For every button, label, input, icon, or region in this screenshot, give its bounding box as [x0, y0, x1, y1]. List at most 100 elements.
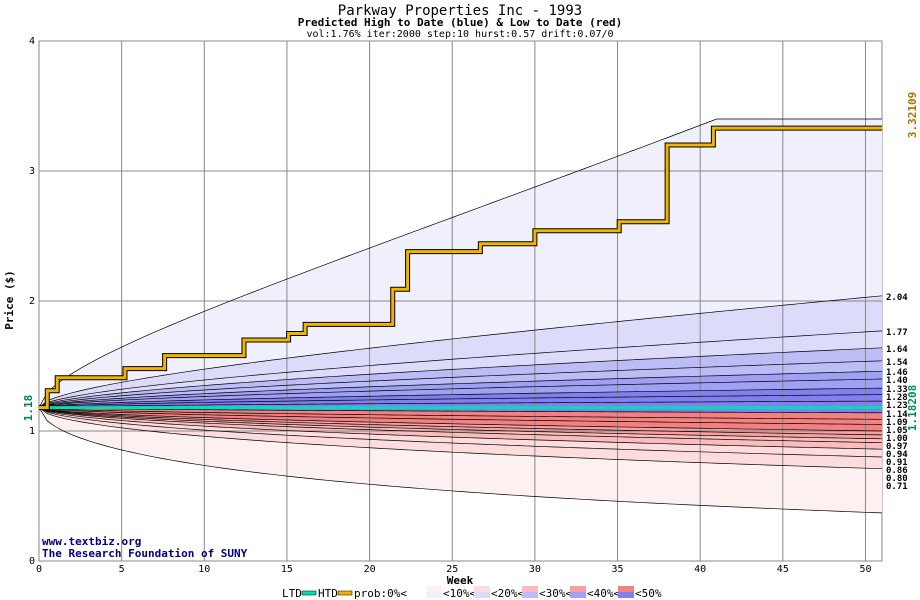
quantile-line — [38, 407, 883, 458]
quantile-label: 0.97 — [886, 442, 908, 452]
watermark-url: www.textbiz.org — [42, 535, 141, 548]
legend: LTD HTD prob:0%< <10%< <20%< <30%< <40%< <50… — [282, 586, 662, 600]
x-tick-label: 30 — [529, 564, 541, 575]
legend-htd: HTD — [318, 587, 338, 600]
legend-swatch-high — [618, 592, 634, 598]
quantile-label: 1.33 — [886, 385, 908, 395]
x-tick-label: 40 — [694, 564, 706, 575]
start-price-label: 1.18 — [22, 395, 35, 422]
quantile-line — [38, 118, 882, 408]
quantile-label: 0.94 — [886, 450, 908, 460]
legend-bin-label: <40%< — [587, 587, 620, 600]
quantile-line — [38, 400, 883, 408]
y-tick-label: 2 — [29, 296, 35, 307]
probability-band — [39, 330, 882, 408]
probability-band — [39, 295, 882, 408]
legend-ltd: LTD — [282, 587, 302, 600]
x-tick-label: 15 — [281, 564, 293, 575]
y-axis-label: Price ($) — [3, 270, 16, 330]
legend-swatch-high — [426, 592, 442, 598]
quantile-label: 1.46 — [886, 368, 908, 378]
legend-ltd-swatch — [301, 590, 317, 596]
quantile-line — [38, 330, 883, 408]
quantile-label: 1.28 — [886, 393, 908, 403]
quantile-line — [38, 360, 883, 408]
quantile-line — [38, 407, 883, 414]
probability-band — [39, 407, 882, 457]
x-tick-label: 50 — [859, 564, 871, 575]
quantile-line — [38, 347, 883, 408]
quantile-label: 0.86 — [886, 466, 908, 476]
watermark-org: The Research Foundation of SUNY — [42, 547, 248, 560]
x-tick-label: 25 — [446, 564, 458, 575]
quantile-line — [38, 394, 883, 408]
x-tick-label: 45 — [777, 564, 789, 575]
quantile-label: 1.54 — [886, 358, 908, 368]
probability-band — [39, 407, 882, 425]
chart-title: Parkway Properties Inc - 1993 — [338, 3, 582, 19]
quantile-line — [38, 407, 883, 450]
x-tick-label: 20 — [364, 564, 376, 575]
probability-band — [39, 407, 882, 420]
x-tick-label: 5 — [119, 564, 125, 575]
probability-band — [39, 379, 882, 408]
quantile-label: 1.14 — [886, 410, 908, 420]
legend-swatch-high — [474, 592, 490, 598]
quantile-label: 1.40 — [886, 376, 908, 386]
y-tick-label: 4 — [29, 36, 35, 47]
htd-line — [39, 126, 882, 410]
probability-band — [39, 407, 882, 443]
quantile-line — [38, 407, 883, 425]
x-axis-label: Week — [447, 574, 474, 587]
legend-swatch-high — [522, 592, 538, 598]
legend-swatch-low — [618, 586, 634, 592]
quantile-line — [38, 407, 883, 436]
quantile-line — [38, 407, 883, 444]
htd-final-label: 3.32109 — [906, 92, 919, 138]
quantile-label: 0.80 — [886, 474, 908, 484]
y-tick-label: 1 — [29, 426, 35, 437]
x-tick-label: 10 — [198, 564, 210, 575]
probability-band — [39, 371, 882, 408]
legend-swatch-high — [570, 592, 586, 598]
probability-band — [39, 407, 882, 450]
x-tick-label: 35 — [612, 564, 624, 575]
quantile-label: 1.64 — [886, 345, 908, 355]
quantile-line — [38, 295, 883, 408]
quantile-line — [38, 378, 883, 408]
probability-band — [39, 407, 882, 439]
probability-band — [39, 407, 882, 513]
quantile-label: 1.23 — [886, 401, 908, 411]
quantile-line — [38, 407, 883, 514]
x-tick-label: 0 — [36, 564, 42, 575]
probability-band — [39, 119, 882, 408]
y-tick-label: 0 — [29, 556, 35, 567]
quantile-label: 0.91 — [886, 458, 908, 468]
quantile-line — [38, 407, 883, 420]
legend-prob: prob:0%< — [354, 587, 407, 600]
quantile-line — [38, 370, 883, 408]
probability-band — [39, 407, 882, 431]
legend-swatch-low — [474, 586, 490, 592]
ltd-final-label: 1.18208 — [906, 385, 919, 431]
y-tick-label: 3 — [29, 166, 35, 177]
quantile-line — [38, 407, 883, 440]
legend-swatch-low — [570, 586, 586, 592]
legend-bin-label: <30%< — [539, 587, 572, 600]
quantile-line — [38, 407, 883, 470]
quantile-label: 2.04 — [886, 293, 908, 303]
probability-band — [39, 347, 882, 408]
quantile-line — [38, 387, 883, 408]
quantile-label: 0.71 — [886, 482, 908, 492]
legend-swatch-low — [426, 586, 442, 592]
legend-bin-label: <10%< — [443, 587, 476, 600]
legend-bin-label: <20%< — [491, 587, 524, 600]
legend-htd-swatch — [337, 590, 353, 596]
legend-swatch-low — [522, 586, 538, 592]
chart-params: vol:1.76% iter:2000 step:10 hurst:0.57 d… — [306, 29, 613, 40]
legend-bin-label: <50% — [635, 587, 662, 600]
probability-band — [39, 360, 882, 408]
quantile-label: 1.09 — [886, 418, 908, 428]
chart-subtitle: Predicted High to Date (blue) & Low to D… — [298, 16, 623, 29]
quantile-label: 1.00 — [886, 434, 908, 444]
